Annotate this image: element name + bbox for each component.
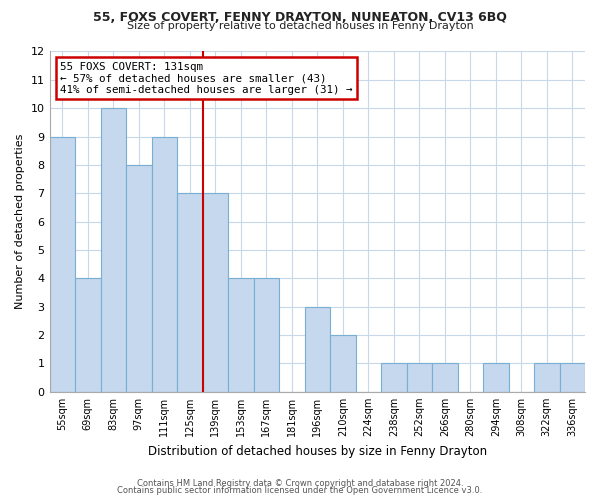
Bar — [483, 364, 509, 392]
Bar — [203, 194, 228, 392]
Bar — [254, 278, 279, 392]
Bar — [432, 364, 458, 392]
Y-axis label: Number of detached properties: Number of detached properties — [15, 134, 25, 310]
Bar — [330, 335, 356, 392]
X-axis label: Distribution of detached houses by size in Fenny Drayton: Distribution of detached houses by size … — [148, 444, 487, 458]
Text: Size of property relative to detached houses in Fenny Drayton: Size of property relative to detached ho… — [127, 21, 473, 31]
Bar — [50, 136, 75, 392]
Bar — [177, 194, 203, 392]
Bar — [75, 278, 101, 392]
Bar — [152, 136, 177, 392]
Bar — [126, 165, 152, 392]
Bar — [305, 306, 330, 392]
Bar — [381, 364, 407, 392]
Text: Contains public sector information licensed under the Open Government Licence v3: Contains public sector information licen… — [118, 486, 482, 495]
Text: Contains HM Land Registry data © Crown copyright and database right 2024.: Contains HM Land Registry data © Crown c… — [137, 478, 463, 488]
Bar — [560, 364, 585, 392]
Bar — [228, 278, 254, 392]
Bar — [534, 364, 560, 392]
Bar — [407, 364, 432, 392]
Text: 55 FOXS COVERT: 131sqm
← 57% of detached houses are smaller (43)
41% of semi-det: 55 FOXS COVERT: 131sqm ← 57% of detached… — [60, 62, 353, 95]
Bar — [101, 108, 126, 392]
Text: 55, FOXS COVERT, FENNY DRAYTON, NUNEATON, CV13 6BQ: 55, FOXS COVERT, FENNY DRAYTON, NUNEATON… — [93, 11, 507, 24]
